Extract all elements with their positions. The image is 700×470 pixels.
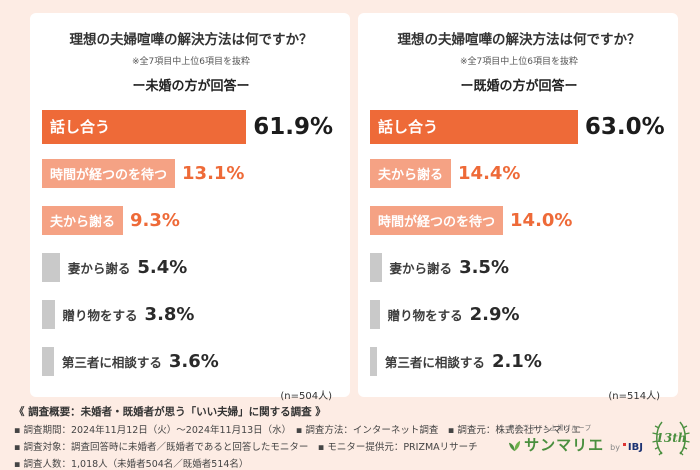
- anniversary-badge: 13th: [650, 417, 692, 459]
- bar-value: 61.9%: [253, 113, 334, 140]
- bar-primary: 話し合う: [370, 109, 578, 144]
- bar-row: 話し合う 61.9%: [42, 103, 340, 150]
- bar-label: 第三者に相談する: [384, 355, 485, 370]
- brand-name: サンマリエ: [524, 435, 605, 454]
- bar-value: 63.0%: [584, 113, 665, 140]
- bar-secondary: 時間が経つのを待つ: [370, 206, 504, 235]
- bar-row: 第三者に相談する 3.6%: [42, 338, 340, 385]
- bar-value: 13.1%: [182, 163, 245, 184]
- leaf-icon: [508, 437, 521, 456]
- bar-label: 話し合う: [378, 118, 439, 136]
- bar-gray: [42, 253, 60, 282]
- bar-label: 時間が経つのを待つ: [50, 168, 168, 183]
- ibj-logo: IBJ: [623, 442, 643, 453]
- bar-row: 夫から謝る 14.4%: [370, 150, 668, 197]
- bar-row: 時間が経つのを待つ 14.0%: [370, 197, 668, 244]
- bar-value: 9.3%: [130, 210, 180, 231]
- bar-row: 第三者に相談する 2.1%: [370, 338, 668, 385]
- bar-value: 3.5%: [459, 257, 509, 278]
- bar-value: 3.6%: [168, 351, 219, 372]
- bar-secondary: 時間が経つのを待つ: [42, 159, 176, 188]
- bar-value: 5.4%: [137, 257, 188, 278]
- bar-value: 14.0%: [510, 210, 573, 231]
- bar-label: 贈り物をする: [387, 308, 463, 323]
- bar-value: 2.9%: [469, 304, 520, 325]
- bar-gray: [370, 253, 382, 282]
- bar-value: 14.4%: [458, 163, 521, 184]
- bar-gray: [370, 347, 377, 376]
- chart-panel-married: 理想の夫婦喧嘩の解決方法は何ですか？ ※全7項目中上位6項目を抜粋 ー既婚の方が…: [358, 13, 678, 402]
- company-logo: 東証プライム上場グループ サンマリエ by IBJ 13th: [508, 417, 692, 459]
- chart-note: ※全7項目中上位6項目を抜粋: [460, 57, 578, 67]
- bar-label: 贈り物をする: [62, 308, 138, 323]
- brand-block: 東証プライム上場グループ サンマリエ by IBJ: [508, 422, 643, 455]
- laurel-wreath-icon: [652, 421, 690, 456]
- bar-row: 贈り物をする 2.9%: [370, 291, 668, 338]
- bar-label: 妻から謝る: [389, 261, 453, 276]
- bar-secondary: 夫から謝る: [370, 159, 452, 188]
- bar-secondary: 夫から謝る: [42, 206, 124, 235]
- bar-gray: [370, 300, 380, 329]
- bar-gray: [42, 300, 55, 329]
- survey-overview-line: ▪ 調査期間：2024年11月12日（火）～2024年11月13日（水） ▪ 調…: [14, 425, 581, 436]
- bar-row: 時間が経つのを待つ 13.1%: [42, 150, 340, 197]
- bar-label: 夫から謝る: [50, 215, 116, 230]
- chart-subtitle: ー未婚の方が回答ー: [132, 79, 250, 94]
- bar-gray: [42, 347, 54, 376]
- bar-label: 夫から謝る: [378, 168, 444, 183]
- chart-title: 理想の夫婦喧嘩の解決方法は何ですか？: [69, 32, 313, 48]
- bar-primary: 話し合う: [42, 109, 247, 144]
- bar-row: 贈り物をする 3.8%: [42, 291, 340, 338]
- sample-size: (n=504人): [280, 391, 332, 402]
- bar-chart: 話し合う 61.9% 時間が経つのを待つ 13.1% 夫から謝る 9.3% 妻から謝る 5.4…: [42, 103, 340, 385]
- sample-size: (n=514人): [608, 391, 660, 402]
- chart-subtitle: ー既婚の方が回答ー: [460, 79, 578, 94]
- brand-row: サンマリエ by IBJ: [508, 434, 643, 455]
- by-label: by: [610, 442, 620, 452]
- bar-value: 2.1%: [491, 351, 542, 372]
- survey-overview-line: ▪ 調査人数：1,018人（未婚者504名／既婚者514名）: [14, 459, 249, 470]
- bar-label: 妻から謝る: [67, 261, 131, 276]
- bar-label: 第三者に相談する: [61, 355, 162, 370]
- bar-value: 3.8%: [144, 304, 195, 325]
- group-label: 東証プライム上場グループ: [508, 423, 592, 432]
- chart-title: 理想の夫婦喧嘩の解決方法は何ですか？: [397, 32, 641, 48]
- bar-row: 妻から謝る 5.4%: [42, 244, 340, 291]
- bar-label: 時間が経つのを待つ: [378, 215, 496, 230]
- chart-note: ※全7項目中上位6項目を抜粋: [132, 57, 250, 67]
- badge-label: 13th: [655, 431, 687, 445]
- charts-container: 理想の夫婦喧嘩の解決方法は何ですか？ ※全7項目中上位6項目を抜粋 ー未婚の方が…: [30, 13, 678, 402]
- survey-overview-line: ▪ 調査対象：調査回答時に未婚者／既婚者であると回答したモニター ▪ モニター提…: [14, 442, 478, 453]
- bar-chart: 話し合う 63.0% 夫から謝る 14.4% 時間が経つのを待つ 14.0% 妻から謝る 3.…: [370, 103, 668, 385]
- bar-row: 妻から謝る 3.5%: [370, 244, 668, 291]
- bar-row: 夫から謝る 9.3%: [42, 197, 340, 244]
- bar-label: 話し合う: [50, 118, 111, 136]
- survey-overview: 《 調査概要：未婚者・既婚者が思う「いい夫婦」に関する調査 》 ▪ 調査期間：2…: [0, 397, 700, 470]
- survey-overview-heading: 《 調査概要：未婚者・既婚者が思う「いい夫婦」に関する調査 》: [14, 406, 326, 418]
- chart-panel-unmarried: 理想の夫婦喧嘩の解決方法は何ですか？ ※全7項目中上位6項目を抜粋 ー未婚の方が…: [30, 13, 350, 402]
- bar-row: 話し合う 63.0%: [370, 103, 668, 150]
